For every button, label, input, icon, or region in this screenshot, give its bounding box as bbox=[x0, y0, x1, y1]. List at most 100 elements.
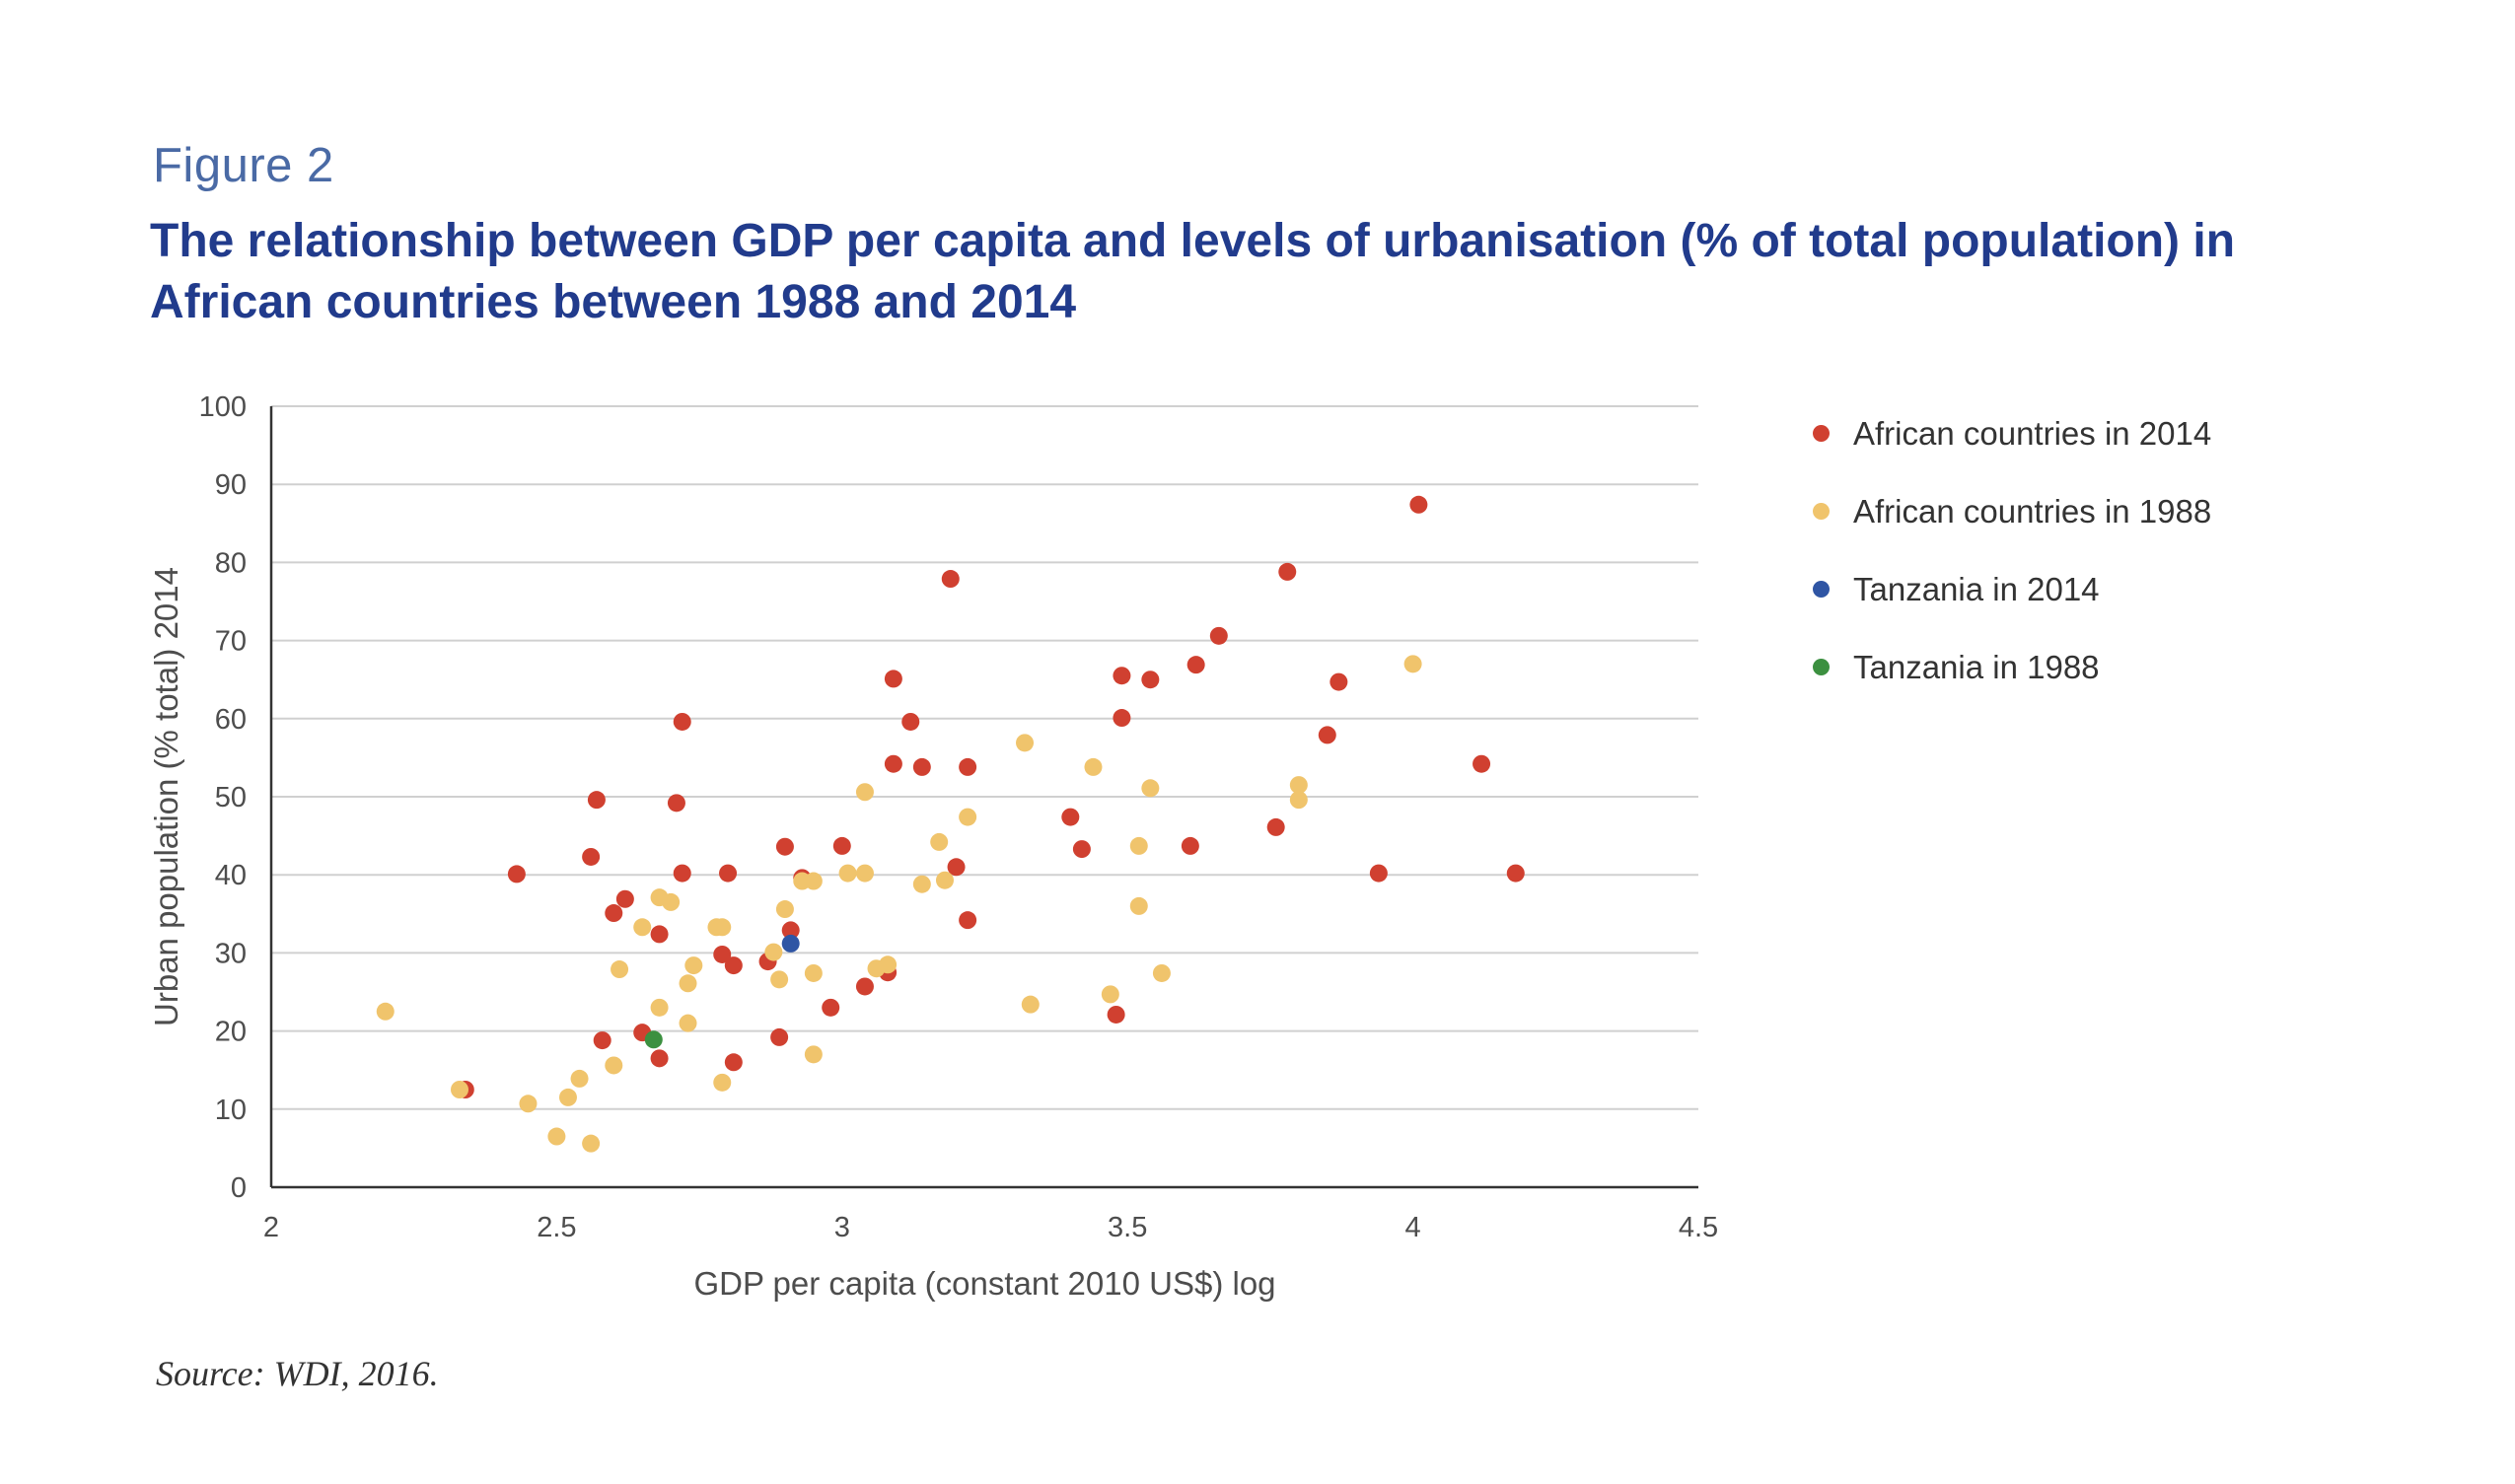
scatter-point bbox=[662, 892, 681, 911]
scatter-point bbox=[770, 970, 789, 989]
x-tick-label: 3.5 bbox=[1108, 1212, 1147, 1243]
y-tick-label: 0 bbox=[231, 1172, 247, 1204]
scatter-point bbox=[1016, 734, 1035, 752]
legend-item: African countries in 1988 bbox=[1813, 472, 2211, 550]
scatter-point bbox=[804, 872, 823, 890]
y-tick-label: 50 bbox=[215, 782, 247, 813]
scatter-point bbox=[1289, 776, 1308, 795]
scatter-point bbox=[1061, 808, 1080, 826]
scatter-point bbox=[884, 754, 902, 773]
scatter-point bbox=[764, 943, 783, 961]
x-tick-label: 4.5 bbox=[1679, 1212, 1718, 1243]
scatter-point bbox=[650, 998, 669, 1017]
scatter-point bbox=[679, 1014, 697, 1032]
scatter-point bbox=[719, 864, 738, 883]
y-tick-label: 60 bbox=[215, 704, 247, 736]
y-tick-label: 90 bbox=[215, 469, 247, 501]
scatter-point bbox=[673, 864, 691, 883]
scatter-point bbox=[775, 837, 794, 856]
scatter-point bbox=[959, 757, 977, 776]
scatter-point bbox=[570, 1069, 589, 1088]
scatter-point bbox=[822, 998, 840, 1017]
axes bbox=[269, 406, 1698, 1189]
scatter-point bbox=[713, 918, 732, 937]
scatter-point bbox=[587, 791, 606, 810]
scatter-point bbox=[930, 832, 949, 851]
scatter-point bbox=[679, 974, 697, 993]
scatter-point bbox=[1021, 995, 1040, 1014]
scatter-point bbox=[1403, 655, 1422, 673]
scatter-point bbox=[912, 875, 931, 893]
scatter-point bbox=[547, 1127, 566, 1146]
scatter-point bbox=[879, 955, 898, 974]
scatter-point bbox=[1141, 671, 1160, 689]
scatter-point bbox=[1113, 709, 1131, 728]
data-points bbox=[376, 495, 1525, 1153]
x-tick-label: 2 bbox=[263, 1212, 279, 1243]
scatter-point bbox=[884, 670, 902, 688]
legend-label: Tanzania in 1988 bbox=[1853, 648, 2100, 685]
scatter-point bbox=[855, 864, 874, 883]
scatter-point bbox=[605, 1056, 623, 1075]
scatter-point bbox=[582, 847, 601, 866]
scatter-point bbox=[1289, 791, 1308, 810]
scatter-point bbox=[855, 783, 874, 802]
legend-item: Tanzania in 1988 bbox=[1813, 628, 2211, 706]
y-tick-label: 20 bbox=[215, 1017, 247, 1048]
figure-title: The relationship between GDP per capita … bbox=[150, 215, 2236, 328]
gridlines bbox=[271, 405, 1698, 1110]
y-tick-label: 70 bbox=[215, 626, 247, 658]
legend-label: African countries in 1988 bbox=[1853, 492, 2212, 530]
scatter-point bbox=[724, 1053, 743, 1072]
legend-label: African countries in 2014 bbox=[1853, 414, 2212, 452]
scatter-point bbox=[1107, 1005, 1125, 1024]
series-3 bbox=[644, 1030, 663, 1049]
scatter-point bbox=[451, 1081, 469, 1098]
y-tick-label: 80 bbox=[215, 547, 247, 579]
series-2 bbox=[781, 934, 800, 953]
scatter-point bbox=[941, 570, 960, 589]
scatter-point bbox=[1152, 963, 1171, 982]
scatter-point bbox=[684, 956, 703, 975]
y-tick-label: 40 bbox=[215, 860, 247, 891]
scatter-point bbox=[781, 934, 800, 953]
legend-marker-icon bbox=[1813, 659, 1830, 675]
scatter-point bbox=[1369, 864, 1388, 883]
legend-marker-icon bbox=[1813, 581, 1830, 598]
scatter-point bbox=[713, 1073, 732, 1092]
y-tick-label: 10 bbox=[215, 1095, 247, 1126]
scatter-point bbox=[1072, 840, 1091, 859]
scatter-point bbox=[1186, 656, 1205, 674]
y-tick-label: 100 bbox=[199, 391, 247, 423]
series-1 bbox=[376, 655, 1422, 1153]
scatter-point bbox=[650, 1049, 669, 1068]
x-tick-label: 4 bbox=[1405, 1212, 1421, 1243]
x-tick-label: 2.5 bbox=[537, 1212, 576, 1243]
scatter-point bbox=[633, 918, 652, 937]
legend-label: Tanzania in 2014 bbox=[1853, 570, 2100, 607]
scatter-point bbox=[901, 712, 920, 731]
x-axis-title: GDP per capita (constant 2010 US$) log bbox=[693, 1265, 1275, 1302]
scatter-point bbox=[1209, 626, 1228, 645]
scatter-point bbox=[1101, 985, 1119, 1004]
scatter-point bbox=[838, 864, 857, 883]
x-tick-label: 3 bbox=[834, 1212, 850, 1243]
scatter-point bbox=[376, 1002, 395, 1021]
scatter-point bbox=[519, 1095, 538, 1113]
series-0 bbox=[456, 495, 1525, 1098]
scatter-point bbox=[947, 858, 966, 877]
scatter-point bbox=[804, 1045, 823, 1064]
scatter-point bbox=[1318, 726, 1336, 744]
scatter-point bbox=[1278, 562, 1297, 581]
scatter-point bbox=[1409, 495, 1428, 514]
y-tick-labels: 0 10 20 30 40 50 60 70 80 90 100 bbox=[199, 391, 247, 1204]
y-tick-label: 30 bbox=[215, 938, 247, 969]
scatter-point bbox=[1329, 672, 1348, 691]
figure-label: Figure 2 bbox=[153, 139, 334, 192]
scatter-point bbox=[959, 911, 977, 930]
legend-marker-icon bbox=[1813, 425, 1830, 442]
scatter-point bbox=[1084, 757, 1103, 776]
scatter-point bbox=[615, 889, 634, 908]
legend-marker-icon bbox=[1813, 503, 1830, 520]
